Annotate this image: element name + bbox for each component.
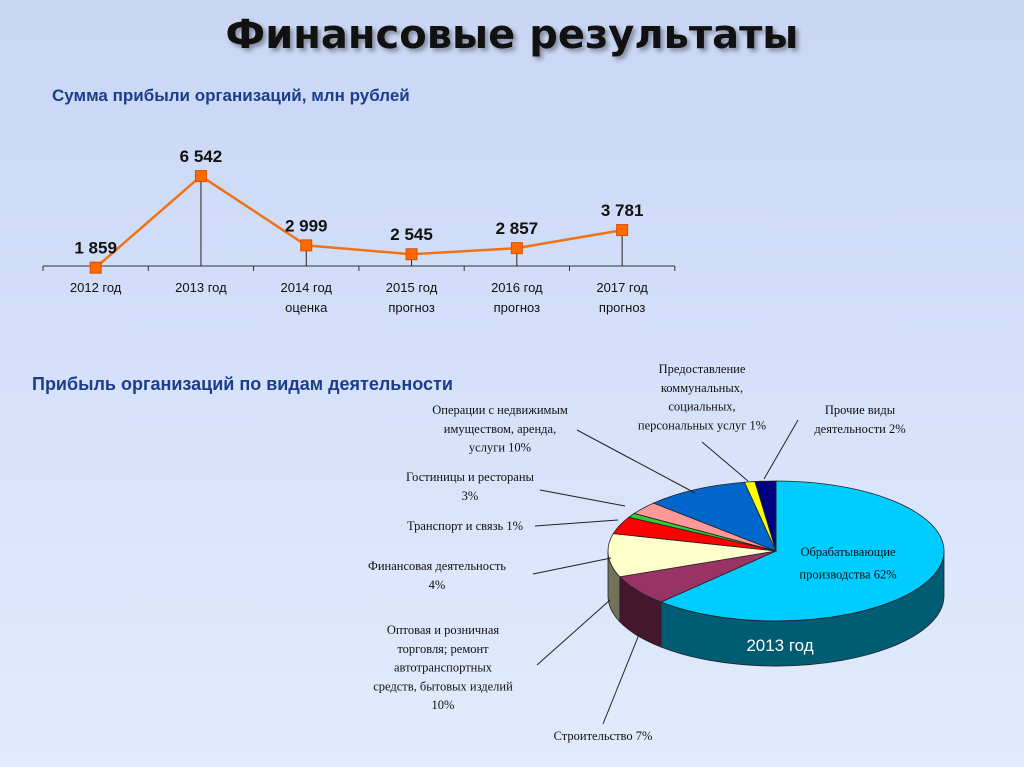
pie-slice-label: Финансовая деятельность: [368, 559, 506, 573]
pie-leader-line: [576, 429, 696, 494]
x-tick-label: 2015 год: [386, 280, 438, 295]
pie-slice-label: имуществом, аренда,: [444, 422, 556, 436]
pie-chart: 2013 год Обрабатывающие производства 62% Ст…: [368, 362, 945, 743]
pie-leader-line: [534, 519, 619, 527]
pie-leader-line: [602, 631, 641, 725]
pie-leader-line: [763, 419, 799, 480]
x-tick-label: 2013 год: [175, 280, 227, 295]
pie-slice-label: производства 62%: [799, 568, 896, 582]
pie-slice-label: средств, бытовых изделий: [373, 679, 513, 693]
pie-leader-line: [539, 489, 626, 507]
data-value-label: 1 859: [74, 239, 117, 258]
pie-chart-title: Прибыль организаций по видам деятельност…: [32, 374, 453, 394]
pie-slice-label: 4%: [429, 578, 446, 592]
data-value-label: 6 542: [180, 147, 223, 166]
x-tick-label: 2014 год: [280, 280, 332, 295]
line-chart-title: Сумма прибыли организаций, млн рублей: [52, 86, 410, 105]
data-point-marker: [300, 239, 313, 252]
pie-slice-label: 3%: [462, 489, 479, 503]
pie-slice: [659, 480, 945, 622]
pie-slice-label: Обрабатывающие: [800, 545, 896, 559]
x-tick-label: прогноз: [494, 300, 541, 315]
pie-slice-label: 10%: [432, 698, 455, 712]
data-point-marker: [405, 248, 418, 261]
data-value-label: 2 545: [390, 225, 433, 244]
page-title: Финансовые результаты: [225, 12, 799, 58]
pie-slice-label: Прочие виды: [825, 403, 896, 417]
pie-slice-label: Транспорт и связь 1%: [407, 519, 523, 533]
pie-slice-label: Гостиницы и рестораны: [406, 470, 534, 484]
data-point-marker: [510, 242, 523, 255]
pie-leader-line: [536, 599, 611, 666]
pie-slice-label: Предоставление: [659, 362, 746, 376]
data-value-label: 2 857: [496, 219, 539, 238]
x-tick-label: прогноз: [599, 300, 646, 315]
x-tick-label: 2017 год: [596, 280, 648, 295]
x-tick-label: 2016 год: [491, 280, 543, 295]
pie-leader-line: [532, 557, 612, 575]
profit-line: [94, 174, 623, 269]
data-point-marker: [194, 170, 207, 183]
x-tick-label: оценка: [285, 300, 328, 315]
pie-slice-label: Строительство 7%: [554, 729, 653, 743]
x-tick-label: прогноз: [388, 300, 435, 315]
pie-slice: [754, 480, 777, 552]
pie-slice: [652, 481, 777, 552]
x-tick-label: 2012 год: [70, 280, 122, 295]
data-point-marker: [616, 224, 629, 237]
pie-slice-label: торговля; ремонт: [397, 642, 489, 656]
pie-slice-label: социальных,: [668, 400, 735, 414]
data-value-label: 3 781: [601, 201, 644, 220]
pie-slice-label: коммунальных,: [661, 381, 743, 395]
pie-leader-line: [701, 441, 749, 482]
line-chart: 1 859 6 542 2 999 2 545 2 857 3 781 2012 год 20…: [42, 147, 676, 315]
data-value-label: 2 999: [285, 216, 328, 235]
pie-slice: [607, 533, 777, 578]
pie-slice-label: автотранспортных: [394, 661, 493, 675]
pie-slice-label: Оптовая и розничная: [387, 623, 500, 637]
data-point-marker: [89, 261, 102, 274]
pie-slice-label: Операции с недвижимым: [432, 403, 568, 417]
pie-slice-label: персональных услуг 1%: [638, 418, 766, 432]
pie-slice-label: услуги 10%: [469, 441, 531, 455]
pie-slice-label: деятельности 2%: [814, 422, 905, 436]
pie-center-label: 2013 год: [746, 636, 813, 655]
